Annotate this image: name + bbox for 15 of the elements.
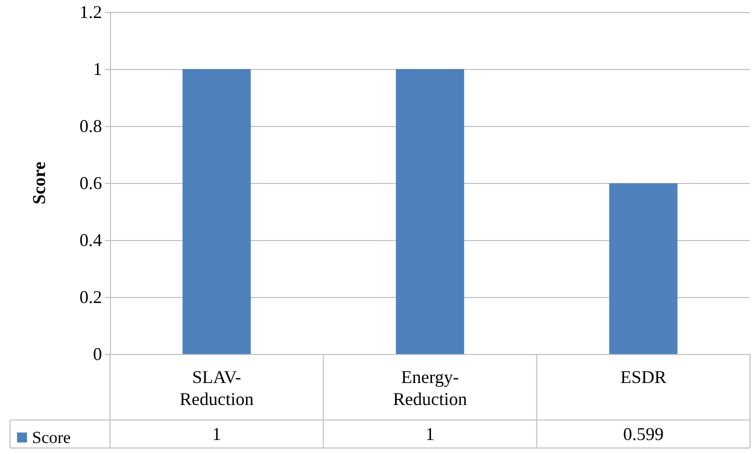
y-tick-label: 0.8 [80, 116, 102, 136]
y-tick-label: 1 [93, 59, 102, 79]
y-tick-label: 0.2 [80, 287, 102, 307]
data-label: 0.599 [623, 424, 664, 444]
y-tick-label: 0 [93, 344, 102, 364]
y-tick-label: 0.4 [80, 230, 102, 250]
x-tick-label: ESDR [620, 367, 666, 387]
x-tick-label: SLAV-Reduction [180, 367, 254, 409]
y-tick-label: 0.6 [80, 173, 102, 193]
y-axis-title: Score [29, 162, 49, 204]
y-tick-label: 1.2 [80, 2, 102, 22]
data-label: 1 [212, 424, 222, 444]
legend-label: Score [32, 428, 71, 447]
x-tick-label: Energy-Reduction [393, 367, 467, 409]
data-label: 1 [426, 424, 434, 444]
